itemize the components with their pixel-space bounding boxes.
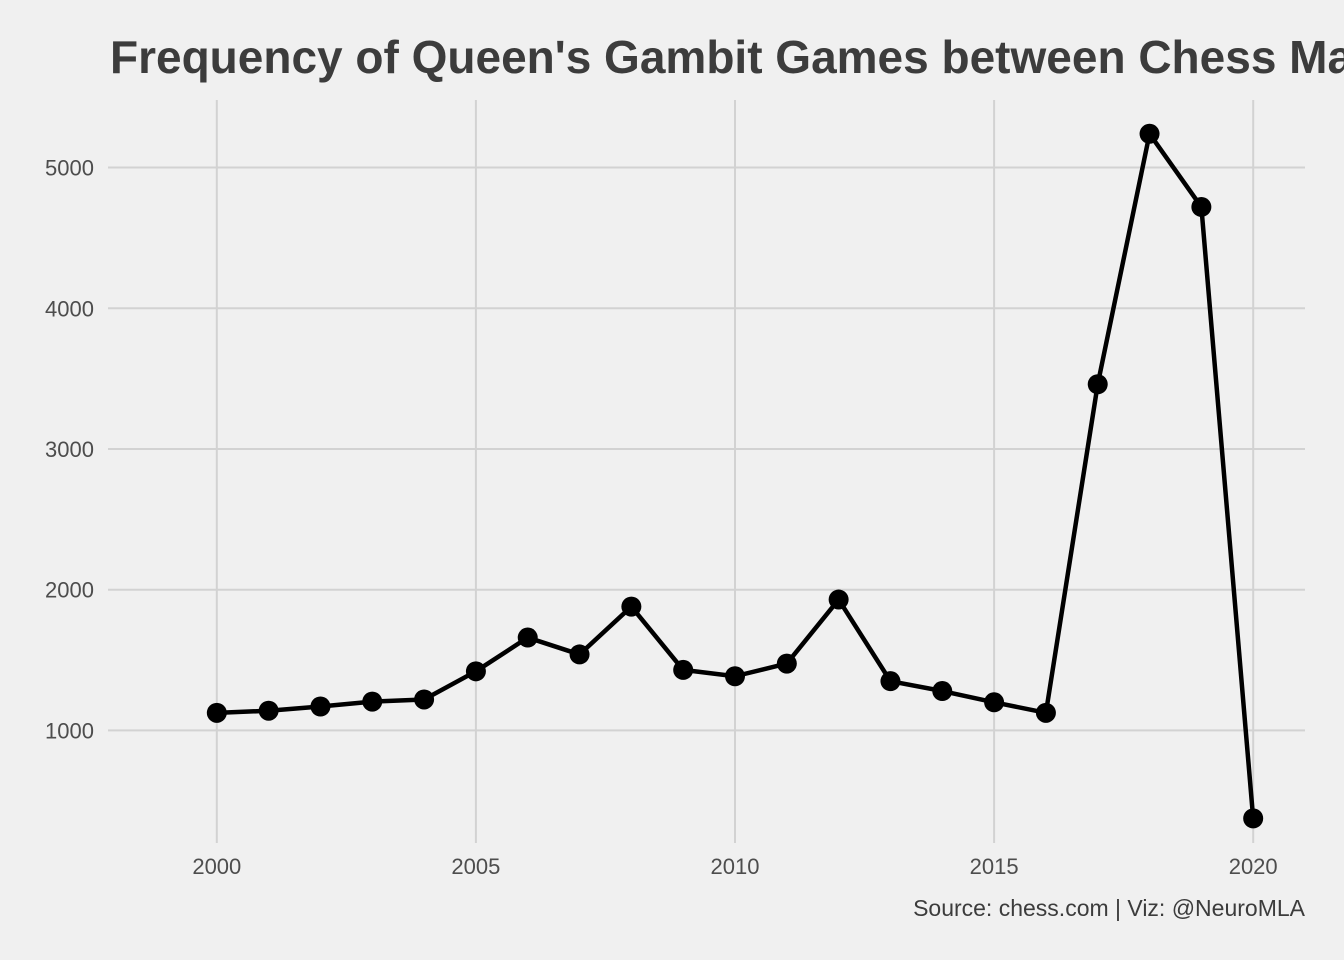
x-tick-label-2000: 2000 (192, 854, 241, 879)
x-tick-label-2015: 2015 (970, 854, 1019, 879)
data-point-2019 (1191, 196, 1212, 217)
data-point-2007 (569, 644, 590, 665)
y-tick-label-2000: 2000 (45, 578, 94, 603)
data-point-2020 (1243, 808, 1264, 829)
y-tick-label-3000: 3000 (45, 437, 94, 462)
data-point-2003 (362, 691, 383, 712)
data-point-2018 (1139, 123, 1160, 144)
x-tick-label-2005: 2005 (451, 854, 500, 879)
chart-title: Frequency of Queen's Gambit Games betwee… (110, 31, 1344, 83)
data-points (206, 123, 1264, 829)
data-point-2002 (310, 696, 331, 717)
data-point-2016 (1035, 702, 1056, 723)
x-tick-label-2010: 2010 (711, 854, 760, 879)
x-tick-label-2020: 2020 (1229, 854, 1278, 879)
data-point-2011 (776, 653, 797, 674)
data-point-2009 (673, 659, 694, 680)
data-point-2010 (725, 666, 745, 687)
gridlines (108, 100, 1305, 843)
data-point-2015 (984, 692, 1005, 713)
data-point-2012 (828, 589, 849, 610)
y-tick-label-5000: 5000 (45, 156, 94, 181)
y-tick-label-1000: 1000 (45, 718, 94, 743)
data-point-2006 (517, 627, 538, 648)
data-point-2001 (258, 700, 279, 721)
data-point-2004 (414, 689, 435, 710)
data-point-2008 (621, 596, 642, 617)
tick-labels: 1000 2000 3000 4000 5000 2000 2005 2010 2015 2020 (45, 156, 1278, 879)
data-point-2013 (880, 671, 901, 692)
data-point-2000 (206, 702, 227, 723)
data-point-2017 (1087, 374, 1108, 395)
data-point-2014 (932, 681, 953, 702)
data-point-2005 (465, 661, 486, 682)
y-tick-label-4000: 4000 (45, 296, 94, 321)
chart-caption: Source: chess.com | Viz: @NeuroMLA (913, 895, 1306, 921)
